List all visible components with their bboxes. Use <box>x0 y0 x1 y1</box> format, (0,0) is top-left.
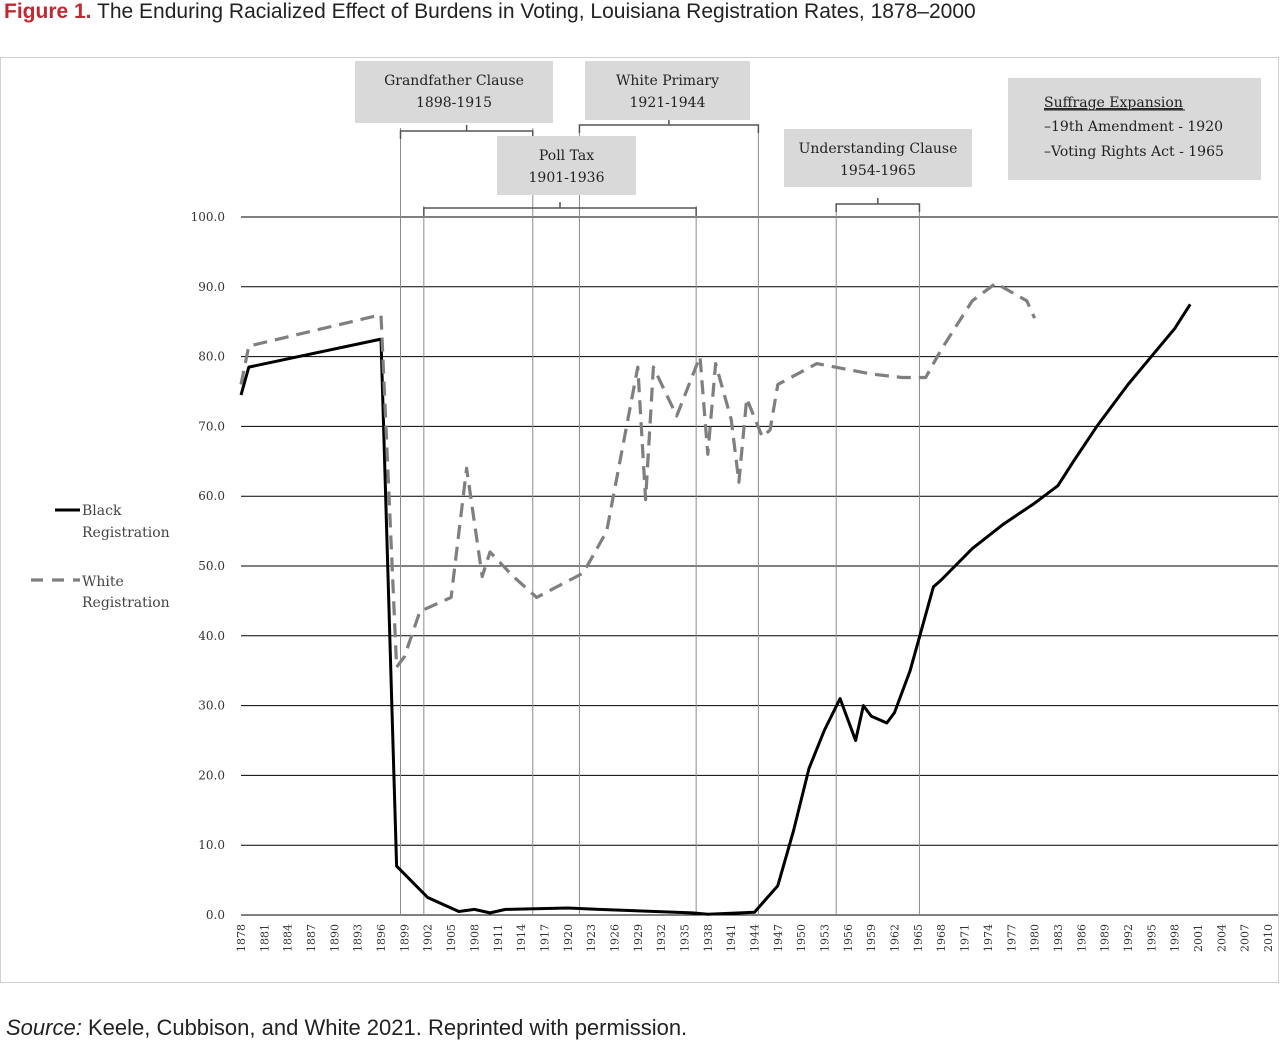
x-tick-label: 1890 <box>328 924 341 952</box>
suffrage-expansion-item: –19th Amendment - 1920 <box>1044 119 1223 135</box>
annotation-text-understanding-clause: 1954-1965 <box>840 163 916 179</box>
x-tick-label: 1899 <box>398 924 411 952</box>
x-tick-label: 1998 <box>1169 924 1182 952</box>
y-tick-label: 40.0 <box>198 629 225 643</box>
y-tick-label: 0.0 <box>206 908 225 922</box>
x-tick-label: 1935 <box>678 924 691 952</box>
figure-label: Figure 1. <box>4 0 92 23</box>
source-label: Source: <box>6 1015 82 1040</box>
annotation-text-poll-tax: 1901-1936 <box>529 170 605 186</box>
x-tick-label: 1884 <box>282 924 295 952</box>
x-tick-label: 1878 <box>235 924 248 952</box>
x-tick-label: 1920 <box>562 924 575 952</box>
annotation-text-white-primary: 1921-1944 <box>630 95 706 111</box>
x-tick-label: 1896 <box>375 924 388 952</box>
y-tick-label: 100.0 <box>191 210 225 224</box>
y-tick-label: 50.0 <box>198 559 225 573</box>
x-tick-label: 1917 <box>538 924 551 952</box>
x-tick-label: 1947 <box>772 924 785 952</box>
annotation-box-grandfather-clause <box>355 61 553 123</box>
x-tick-label: 1983 <box>1052 924 1065 952</box>
x-tick-label: 2007 <box>1239 924 1252 952</box>
y-tick-label: 80.0 <box>198 350 225 364</box>
bracket-grandfather-clause <box>399 125 534 139</box>
x-tick-label: 1992 <box>1122 924 1135 952</box>
y-tick-label: 90.0 <box>198 280 225 294</box>
x-tick-label: 1971 <box>959 924 972 952</box>
x-tick-label: 1995 <box>1145 924 1158 952</box>
series-line-white-registration <box>239 281 1037 669</box>
x-tick-label: 1923 <box>585 924 598 952</box>
legend-label-black: Registration <box>82 525 170 541</box>
x-tick-label: 2010 <box>1262 924 1275 952</box>
source-note: Source: Keele, Cubbison, and White 2021.… <box>6 1015 687 1041</box>
annotation-box-poll-tax <box>497 136 636 195</box>
bracket-white-primary <box>578 119 760 133</box>
x-tick-label: 1881 <box>258 924 271 952</box>
x-tick-label: 1950 <box>795 924 808 952</box>
annotation-box-white-primary <box>585 61 750 120</box>
registration-chart: 0.0 10.0 20.0 30.0 40.0 50.0 60.0 70.0 80.0 90.0 1… <box>31 61 1278 952</box>
x-tick-label: 1968 <box>935 924 948 952</box>
annotation-box-understanding-clause <box>784 129 972 187</box>
suffrage-expansion-item: –Voting Rights Act - 1965 <box>1044 144 1224 160</box>
x-tick-label: 1911 <box>492 924 505 952</box>
x-tick-label: 1989 <box>1099 924 1112 952</box>
source-text: Keele, Cubbison, and White 2021. Reprint… <box>87 1015 688 1040</box>
x-tick-label: 1986 <box>1075 924 1088 952</box>
x-tick-label: 1905 <box>445 924 458 952</box>
annotation-text-poll-tax: Poll Tax <box>539 148 594 164</box>
suffrage-expansion-box <box>1008 78 1261 180</box>
x-tick-label: 1929 <box>632 924 645 952</box>
x-tick-label: 1926 <box>608 924 621 952</box>
x-tick-label: 1944 <box>749 924 762 952</box>
x-tick-label: 2001 <box>1192 924 1205 952</box>
x-tick-label: 1965 <box>912 924 925 952</box>
figure-title-text: The Enduring Racialized Effect of Burden… <box>97 0 976 23</box>
y-tick-label: 30.0 <box>198 699 225 713</box>
x-tick-label: 1953 <box>819 924 832 952</box>
y-tick-label: 10.0 <box>198 838 225 852</box>
y-tick-label: 60.0 <box>198 489 225 503</box>
x-tick-label: 1914 <box>515 924 528 952</box>
annotation-text-understanding-clause: Understanding Clause <box>799 141 958 157</box>
x-tick-label: 1974 <box>982 924 995 952</box>
x-tick-label: 1980 <box>1029 924 1042 952</box>
legend-label-black: Black <box>82 503 122 519</box>
suffrage-expansion-heading: Suffrage Expansion <box>1044 95 1183 111</box>
x-tick-label: 1938 <box>702 924 715 952</box>
x-tick-label: 1962 <box>889 924 902 952</box>
x-tick-label: 1977 <box>1005 924 1018 952</box>
annotation-text-grandfather-clause: 1898-1915 <box>416 95 492 111</box>
bracket-understanding-clause <box>835 198 921 212</box>
series-line-black-registration <box>239 303 1192 916</box>
chart-frame: 0.0 10.0 20.0 30.0 40.0 50.0 60.0 70.0 80.0 90.0 1… <box>0 57 1279 983</box>
x-tick-label: 1902 <box>422 924 435 952</box>
figure-title: Figure 1. The Enduring Racialized Effect… <box>4 0 976 24</box>
x-tick-label: 1893 <box>352 924 365 952</box>
annotation-text-white-primary: White Primary <box>616 73 719 89</box>
legend-label-white: White <box>82 574 124 590</box>
x-tick-label: 1932 <box>655 924 668 952</box>
x-tick-label: 1956 <box>842 924 855 952</box>
annotation-text-grandfather-clause: Grandfather Clause <box>384 73 524 89</box>
bracket-poll-tax <box>423 202 697 216</box>
x-tick-label: 1908 <box>468 924 481 952</box>
y-tick-label: 20.0 <box>198 768 225 782</box>
x-tick-label: 1959 <box>865 924 878 952</box>
x-tick-label: 2004 <box>1215 924 1228 952</box>
x-tick-label: 1941 <box>725 924 738 952</box>
y-tick-label: 70.0 <box>198 419 225 433</box>
x-tick-label: 1887 <box>305 924 318 952</box>
legend-label-white: Registration <box>82 595 170 611</box>
